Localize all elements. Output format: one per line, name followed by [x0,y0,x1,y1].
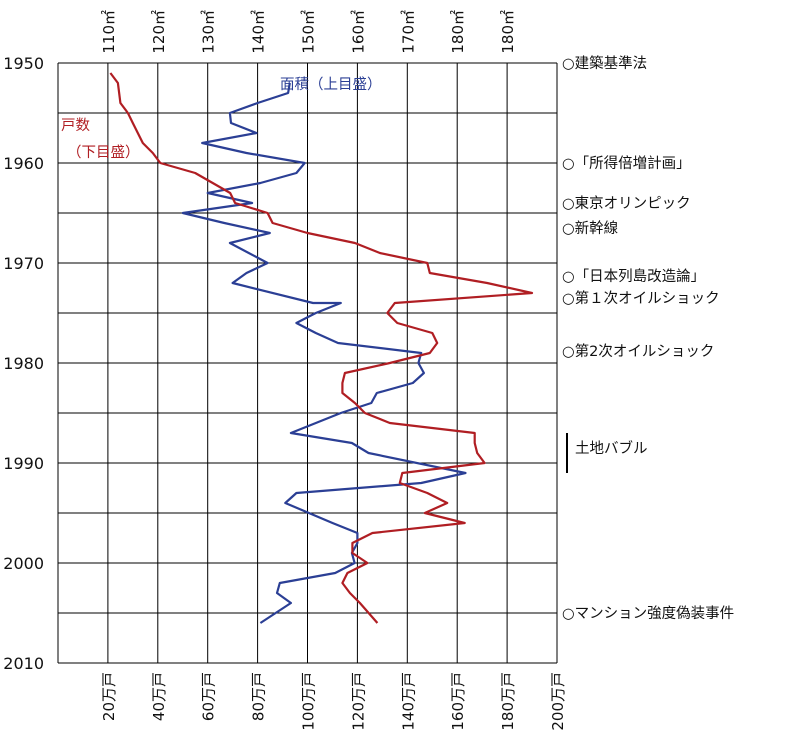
series-label-count: 戸数 [61,117,90,134]
series-line-count [109,72,534,624]
top-axis-ticks: 110㎡ 120㎡ 130㎡ 140㎡ 150㎡ 160㎡ 170㎡ 180㎡ 180㎡ [100,10,517,54]
bottom-tick-label: 200万戸 [549,672,567,731]
bottom-tick-label: 40万戸 [150,672,168,721]
top-tick-label: 180㎡ [449,10,467,54]
year-axis-ticks: 1950 1960 1970 1980 1990 2000 2010 [3,54,44,673]
year-tick-label: 1970 [3,254,44,273]
bottom-axis-ticks: 20万戸 40万戸 60万戸 80万戸 100万戸 120万戸 140万戸 160万戸 180万… [100,672,567,731]
event-annotations: ○建築基準法 ○「所得倍増計画」 ○東京オリンピック ○新幹線 ○「日本列島改造論」 ○第… [562,54,734,622]
top-tick-label: 130㎡ [200,10,218,54]
top-tick-label: 160㎡ [349,10,367,54]
series-line-area [181,82,467,624]
year-tick-label: 2000 [3,554,44,573]
event-annotation: ○建築基準法 [562,54,647,72]
event-annotation: ○第１次オイルショック [562,289,720,307]
year-tick-label: 1990 [3,454,44,473]
bottom-tick-label: 80万戸 [250,672,268,721]
grid [57,62,558,664]
year-tick-label: 1980 [3,354,44,373]
series-label-area: 面積（上目盛） [280,76,382,93]
year-tick-label: 1950 [3,54,44,73]
bottom-tick-label: 160万戸 [449,672,467,731]
bottom-tick-label: 180万戸 [499,672,517,731]
bottom-tick-label: 100万戸 [300,672,318,731]
event-annotation: ○第2次オイルショック [562,342,714,360]
series-lines [109,72,534,624]
year-tick-label: 1960 [3,154,44,173]
year-tick-label: 2010 [3,654,44,673]
event-annotation: ○「日本列島改造論」 [562,268,705,285]
event-annotation: 土地バブル [575,439,648,457]
event-annotation: ○東京オリンピック [562,195,691,212]
bottom-tick-label: 120万戸 [349,672,367,731]
bottom-tick-label: 60万戸 [200,672,218,721]
bottom-tick-label: 20万戸 [100,672,118,721]
top-tick-label: 110㎡ [100,10,118,54]
event-annotation: ○新幹線 [562,219,618,237]
top-tick-label: 170㎡ [399,10,417,54]
top-tick-label: 140㎡ [250,10,268,54]
top-tick-label: 150㎡ [300,10,318,54]
event-annotation: ○「所得倍増計画」 [562,155,691,172]
series-label-count-sub: （下目盛） [67,144,140,161]
top-tick-label: 120㎡ [150,10,168,54]
top-tick-label: 180㎡ [499,10,517,54]
event-annotation: ○マンション強度偽装事件 [562,605,734,622]
bottom-tick-label: 140万戸 [399,672,417,731]
